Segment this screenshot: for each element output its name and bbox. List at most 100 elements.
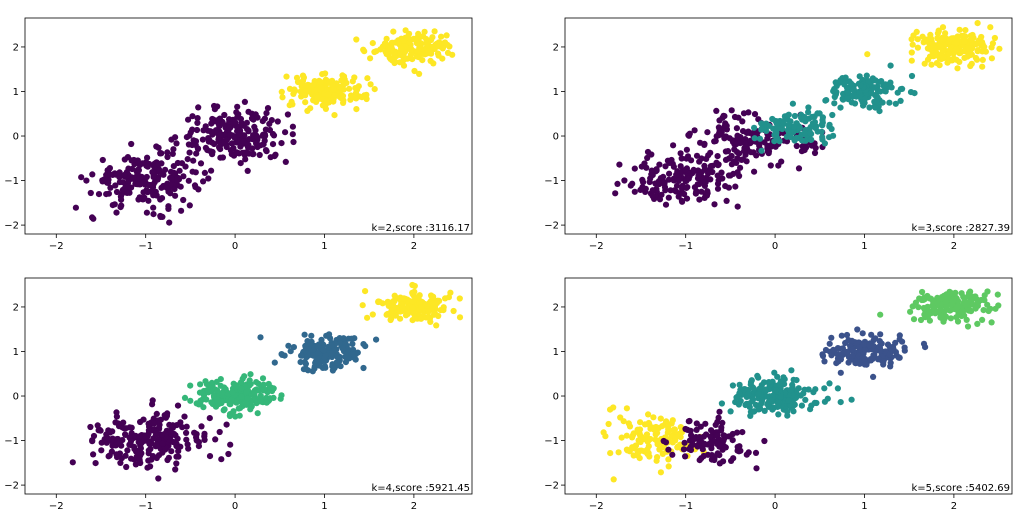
scatter-point-cluster-3 [360, 364, 367, 372]
scatter-point-cluster-1 [116, 173, 123, 181]
scatter-point-cluster-4 [411, 288, 418, 295]
scatter-point-cluster-1 [170, 146, 177, 153]
scatter-point-cluster-4 [390, 307, 397, 314]
scatter-point-cluster-1 [751, 111, 759, 118]
subplot-k4: −2 −1 0 1 2 −2 −1 0 1 2 k=4,score :5921.45 [4, 277, 473, 512]
scatter-point-cluster-1 [722, 183, 729, 190]
scatter-point-cluster-3 [736, 381, 743, 388]
scatter-point-cluster-5 [960, 299, 968, 306]
scatter-point-cluster-1 [767, 143, 775, 150]
scatter-point-cluster-1 [131, 443, 138, 450]
points-layer [612, 20, 1003, 210]
scatter-point-cluster-3 [939, 24, 947, 31]
scatter-point-cluster-4 [826, 340, 833, 347]
scatter-point-cluster-2 [230, 408, 237, 415]
scatter-point-cluster-3 [987, 24, 994, 31]
scatter-point-cluster-2 [734, 443, 741, 451]
scatter-point-cluster-1 [681, 190, 688, 198]
scatter-point-cluster-2 [322, 70, 329, 77]
scatter-point-cluster-1 [610, 404, 617, 411]
scatter-point-cluster-4 [875, 355, 882, 362]
scatter-point-cluster-2 [688, 432, 695, 439]
scatter-point-cluster-1 [706, 168, 713, 175]
scatter-point-cluster-1 [107, 184, 114, 191]
scatter-point-cluster-3 [314, 356, 321, 363]
scatter-point-cluster-1 [629, 180, 636, 187]
scatter-point-cluster-1 [620, 418, 627, 425]
scatter-point-cluster-1 [241, 132, 248, 139]
scatter-point-cluster-1 [643, 431, 651, 438]
scatter-point-cluster-1 [775, 162, 782, 169]
scatter-point-cluster-1 [698, 188, 705, 195]
scatter-point-cluster-1 [164, 153, 171, 161]
scatter-point-cluster-2 [423, 40, 430, 47]
scatter-point-cluster-5 [974, 320, 981, 327]
scatter-point-cluster-2 [873, 93, 880, 100]
scatter-point-cluster-1 [245, 108, 252, 115]
scatter-point-cluster-4 [884, 341, 892, 348]
scatter-point-cluster-1 [282, 158, 289, 165]
scatter-point-cluster-1 [127, 438, 135, 445]
scatter-point-cluster-1 [713, 107, 720, 114]
score-annotation: k=3,score :2827.39 [912, 223, 1010, 234]
scatter-point-cluster-1 [602, 433, 609, 440]
scatter-point-cluster-1 [220, 120, 227, 127]
scatter-point-cluster-1 [105, 190, 112, 197]
scatter-point-cluster-1 [185, 116, 192, 123]
scatter-point-cluster-5 [967, 307, 975, 315]
scatter-point-cluster-2 [415, 48, 422, 55]
scatter-point-cluster-3 [776, 381, 783, 388]
scatter-point-cluster-1 [693, 188, 700, 195]
scatter-point-cluster-5 [979, 316, 986, 323]
scatter-point-cluster-1 [150, 204, 157, 211]
scatter-point-cluster-3 [320, 347, 327, 354]
scatter-point-cluster-1 [262, 147, 270, 154]
scatter-point-cluster-4 [861, 361, 868, 368]
scatter-point-cluster-3 [748, 377, 755, 384]
scatter-point-cluster-1 [189, 168, 196, 175]
scatter-point-cluster-1 [731, 146, 738, 153]
scatter-point-cluster-4 [870, 373, 877, 380]
y-tick-label: 0 [13, 392, 19, 403]
scatter-point-cluster-2 [221, 406, 228, 413]
scatter-point-cluster-3 [793, 377, 800, 384]
scatter-point-cluster-5 [952, 289, 959, 296]
scatter-point-cluster-2 [879, 99, 886, 106]
scatter-point-cluster-1 [90, 215, 97, 222]
scatter-point-cluster-4 [385, 301, 392, 308]
scatter-point-cluster-4 [854, 326, 861, 333]
scatter-point-cluster-2 [801, 129, 809, 136]
scatter-point-cluster-4 [828, 334, 835, 341]
scatter-point-cluster-2 [831, 93, 838, 101]
scatter-point-cluster-2 [302, 99, 309, 106]
scatter-point-cluster-5 [955, 310, 962, 317]
scatter-point-cluster-5 [981, 292, 988, 299]
scatter-point-cluster-1 [122, 425, 129, 432]
scatter-point-cluster-3 [908, 57, 915, 64]
scatter-point-cluster-2 [208, 379, 215, 386]
scatter-point-cluster-2 [697, 423, 704, 430]
scatter-point-cluster-4 [411, 282, 418, 290]
scatter-point-cluster-2 [423, 35, 430, 43]
scatter-point-cluster-1 [795, 165, 803, 172]
scatter-point-cluster-2 [429, 43, 436, 51]
scatter-point-cluster-4 [859, 354, 867, 361]
scatter-point-cluster-1 [235, 111, 242, 118]
scatter-point-cluster-3 [812, 386, 819, 393]
scatter-point-cluster-2 [701, 440, 708, 447]
scatter-point-cluster-1 [640, 448, 648, 455]
scatter-point-cluster-2 [872, 77, 879, 84]
scatter-point-cluster-3 [919, 33, 926, 40]
scatter-point-cluster-1 [172, 134, 179, 141]
scatter-point-cluster-4 [860, 341, 867, 348]
scatter-point-cluster-2 [181, 394, 189, 401]
scatter-point-cluster-1 [175, 453, 182, 460]
x-tick-label: −2 [589, 241, 604, 252]
scatter-point-cluster-2 [254, 410, 261, 417]
scatter-point-cluster-4 [862, 347, 869, 354]
scatter-point-cluster-1 [270, 132, 278, 139]
scatter-point-cluster-2 [808, 136, 815, 143]
scatter-point-cluster-3 [945, 50, 953, 57]
scatter-point-cluster-2 [387, 45, 394, 52]
scatter-point-cluster-5 [934, 300, 942, 307]
